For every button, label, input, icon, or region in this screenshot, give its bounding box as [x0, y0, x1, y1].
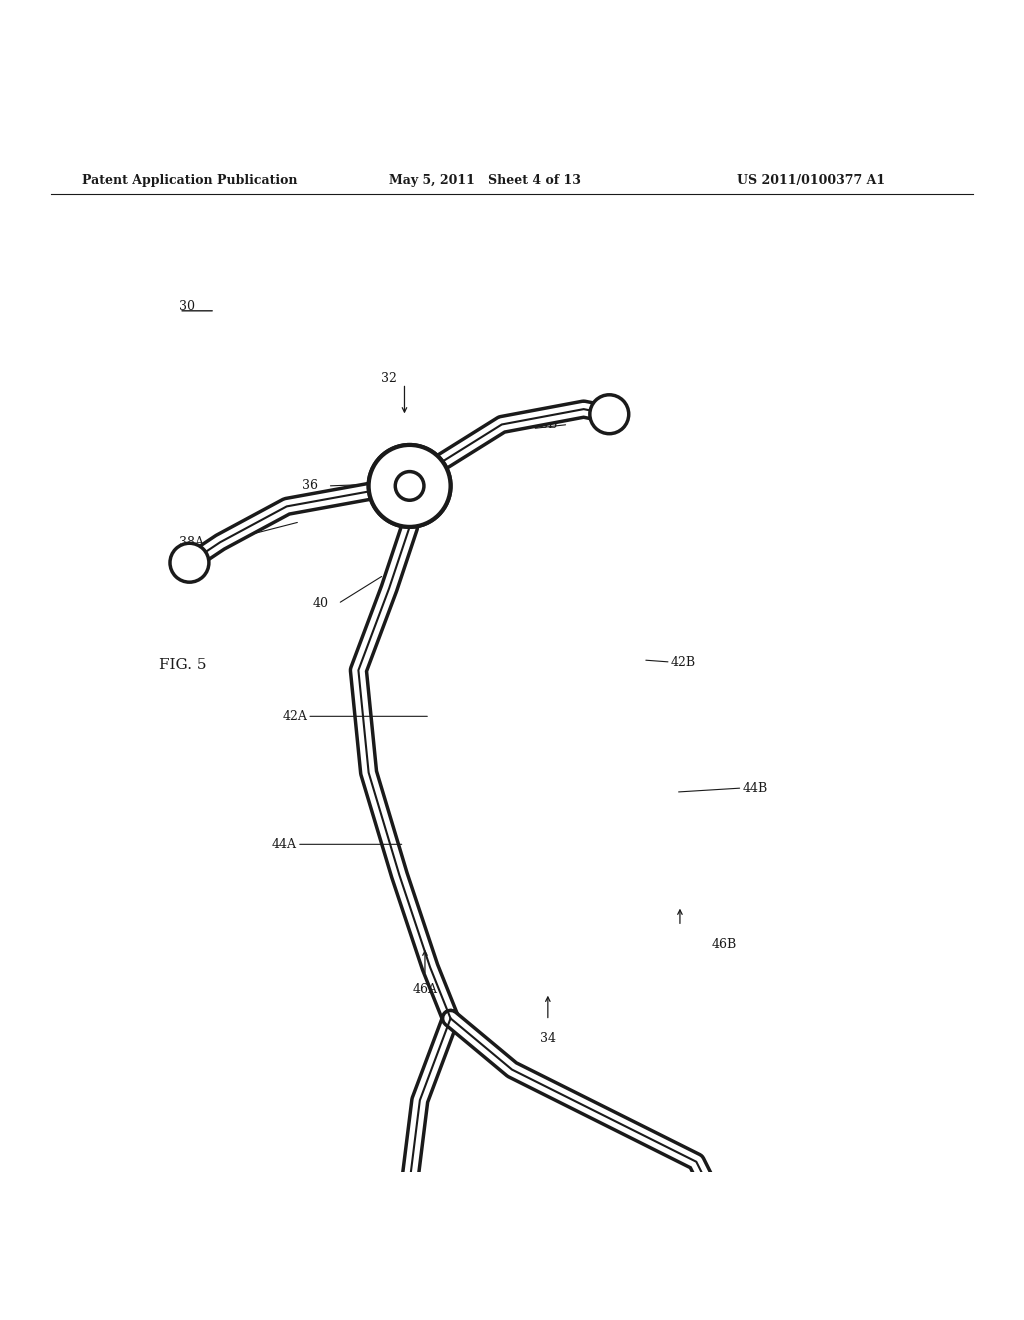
- Text: 44B: 44B: [742, 781, 768, 795]
- Text: 46A: 46A: [413, 983, 437, 997]
- Text: FIG. 5: FIG. 5: [159, 659, 206, 672]
- Circle shape: [395, 471, 424, 500]
- Text: 40: 40: [312, 597, 329, 610]
- Text: 46B: 46B: [712, 939, 737, 952]
- Text: 38B: 38B: [532, 418, 558, 430]
- Text: 34: 34: [540, 1032, 556, 1045]
- Circle shape: [369, 445, 451, 527]
- Text: 36: 36: [302, 479, 318, 492]
- Text: Patent Application Publication: Patent Application Publication: [82, 174, 297, 187]
- Text: May 5, 2011   Sheet 4 of 13: May 5, 2011 Sheet 4 of 13: [389, 174, 581, 187]
- Text: US 2011/0100377 A1: US 2011/0100377 A1: [737, 174, 886, 187]
- Text: 32: 32: [381, 372, 397, 385]
- Circle shape: [590, 395, 629, 434]
- Circle shape: [170, 544, 209, 582]
- Text: 38A: 38A: [179, 536, 204, 549]
- Circle shape: [395, 471, 424, 500]
- Text: 42A: 42A: [283, 710, 307, 723]
- Circle shape: [369, 445, 451, 527]
- Text: 42B: 42B: [671, 656, 696, 668]
- Text: 30: 30: [179, 300, 196, 313]
- Text: 44A: 44A: [272, 838, 297, 851]
